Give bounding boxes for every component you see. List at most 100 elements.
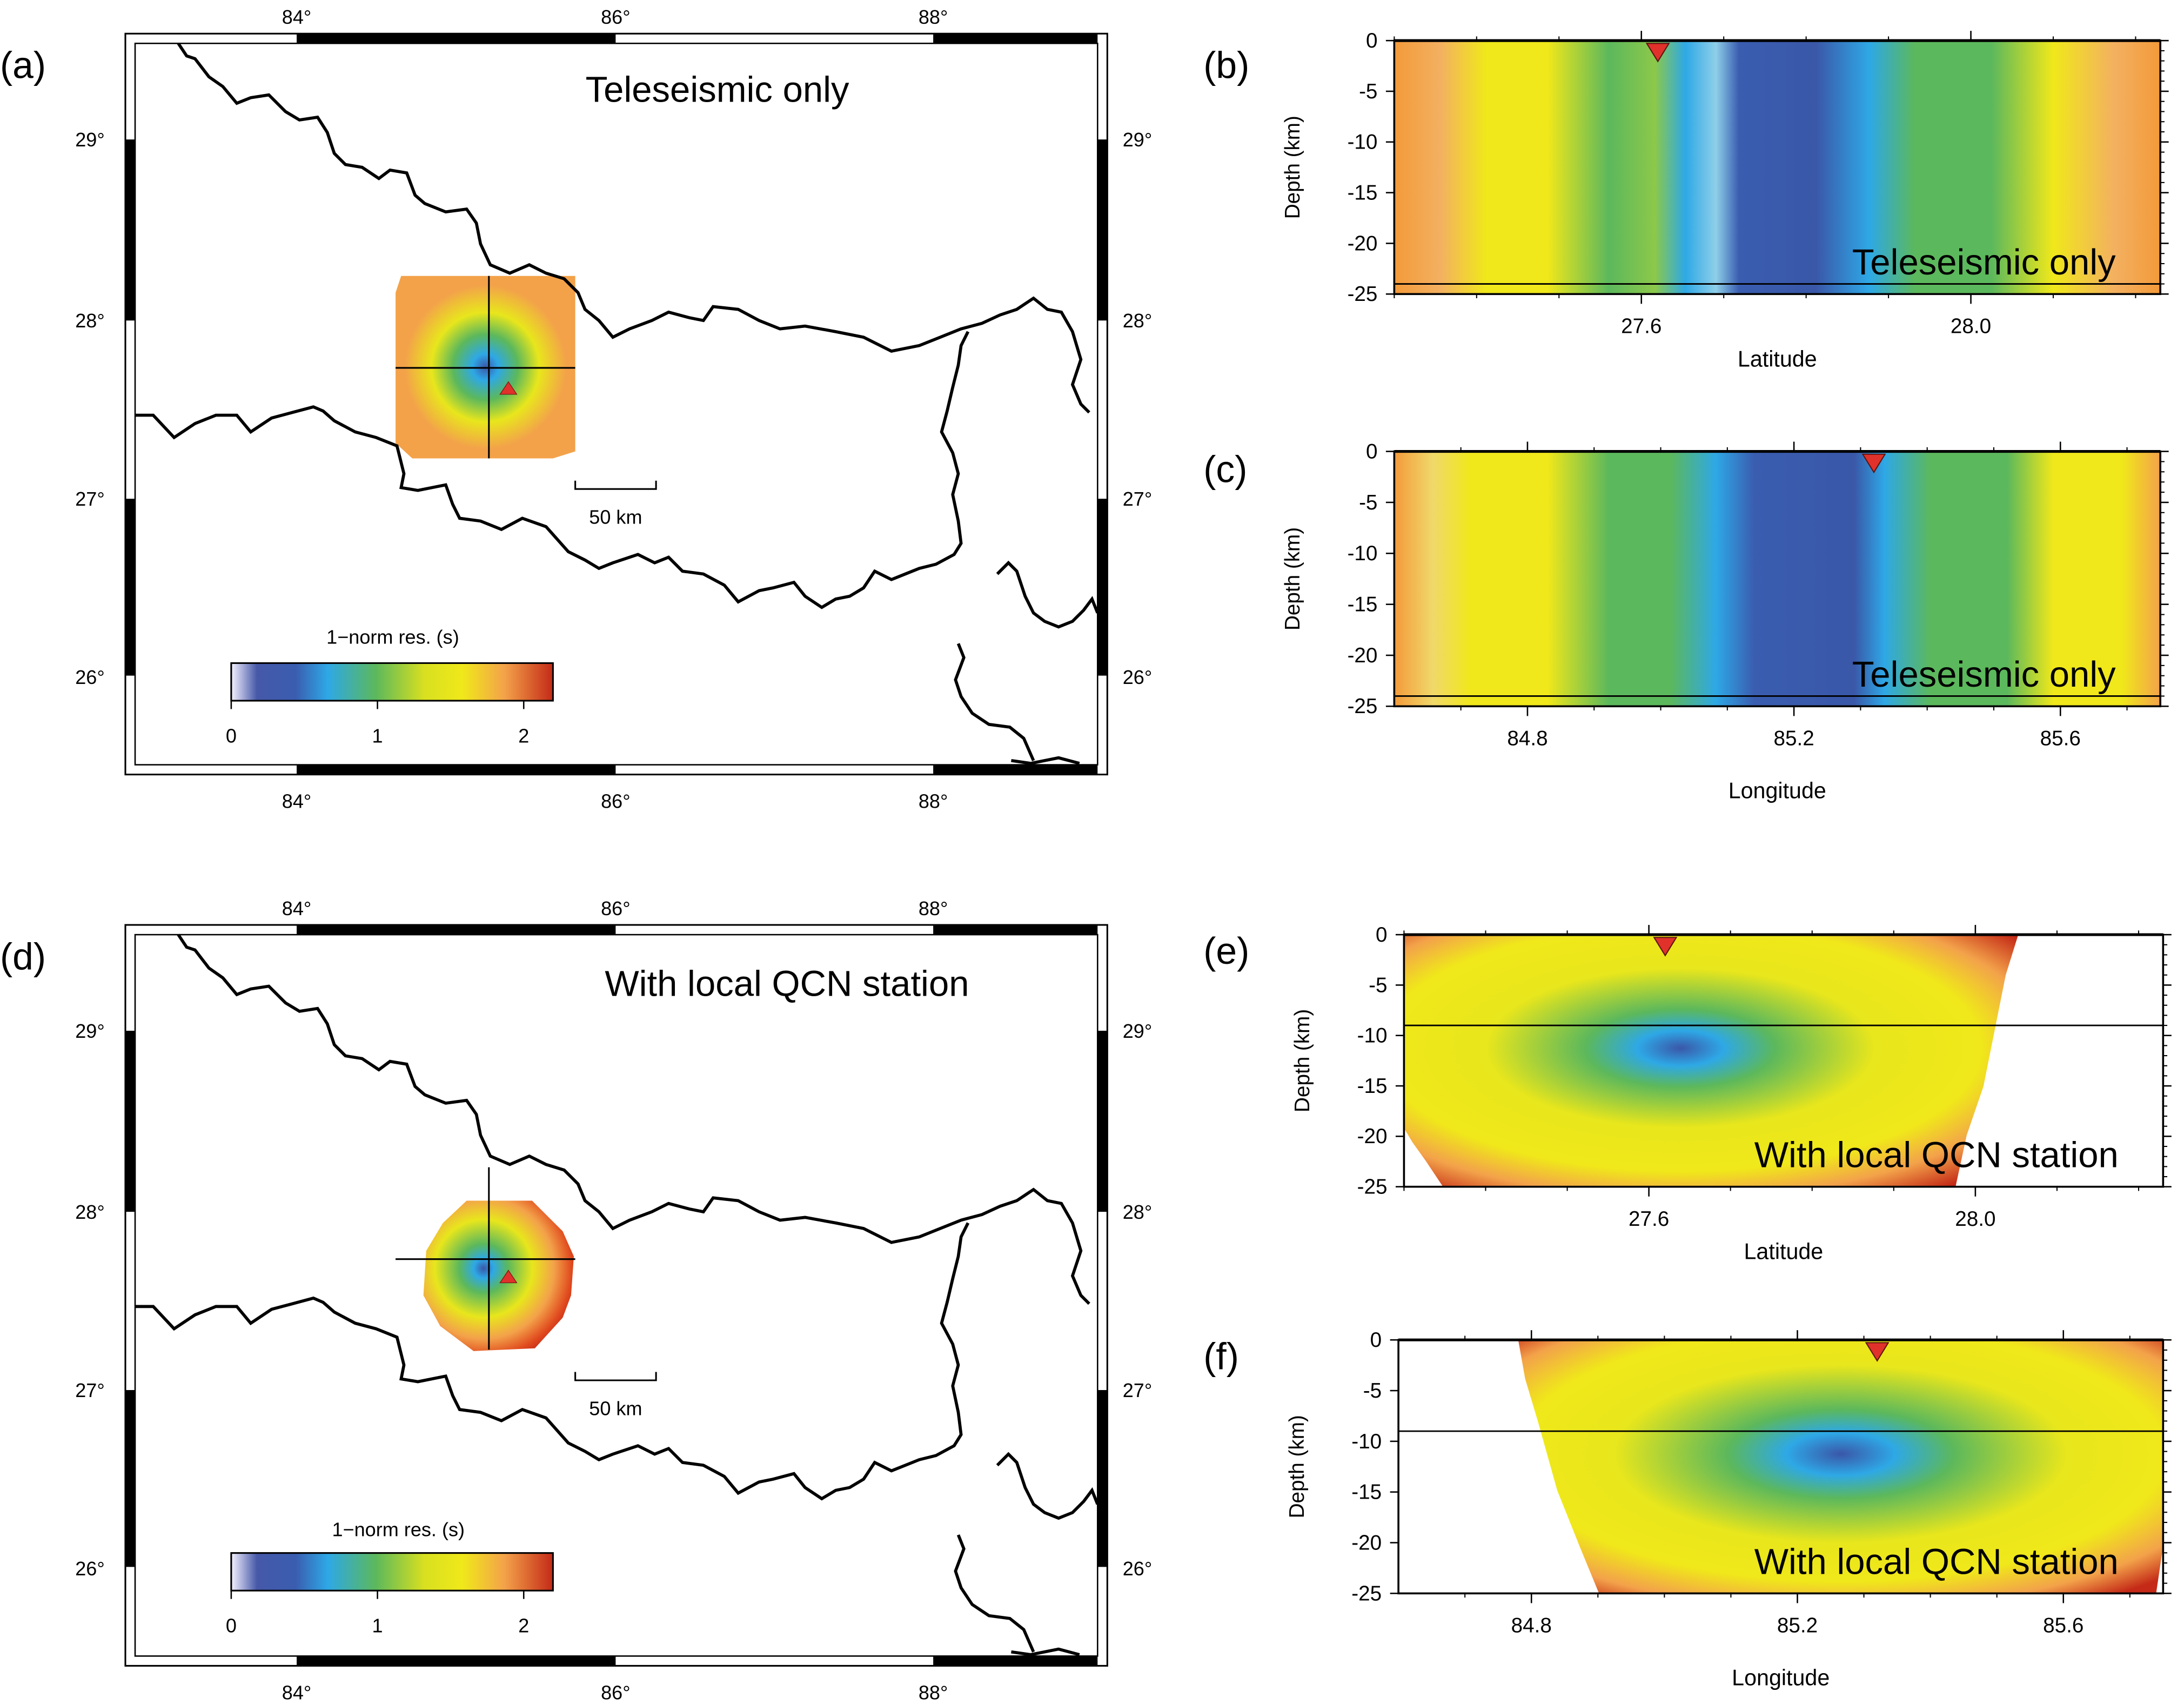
- resolution-patch: [423, 1200, 574, 1351]
- y-tick-label: -25: [1351, 1582, 1382, 1605]
- station-triangle-icon: [1645, 43, 1670, 63]
- station-triangle-icon: [499, 1270, 518, 1284]
- map-title: Teleseismic only: [586, 70, 849, 110]
- x-tick-label: 85.2: [1773, 727, 1814, 750]
- section-panel-b: (b) 0 -5 -10 -15 -20 -25 27.6 28.0 Latitude Depth…: [1203, 29, 2169, 371]
- colorbar: [230, 662, 554, 702]
- y-tick-label: -10: [1351, 1430, 1382, 1453]
- x-axis-label: Latitude: [1738, 346, 1817, 371]
- x-tick-label: 84.8: [1511, 1614, 1552, 1637]
- section-panel-c: (c) 0 -5 -10 -15 -20 -25 84.8 85.2 85.6 Longitude…: [1203, 440, 2169, 803]
- scale-bar: [574, 480, 657, 490]
- x-axis-label: Longitude: [1729, 778, 1826, 803]
- frame-bar: [297, 33, 616, 44]
- panel-label-b: (b): [1203, 44, 1249, 86]
- frame-bar: [125, 1390, 136, 1567]
- colorbar-tick-label: 1: [372, 1615, 383, 1637]
- lat-tick-label: 27°: [1123, 488, 1153, 510]
- lon-tick-label: 88°: [919, 6, 948, 28]
- frame-bar: [125, 1030, 136, 1212]
- x-axis-label: Latitude: [1744, 1239, 1824, 1264]
- residual-field: [1518, 1340, 2163, 1594]
- frame-bar: [297, 925, 616, 935]
- lon-tick-label: 84°: [282, 6, 312, 28]
- y-tick-label: 0: [1376, 923, 1388, 947]
- frame-bar: [297, 764, 616, 775]
- lon-tick-label: 86°: [601, 1681, 631, 1703]
- frame-bar: [1097, 499, 1108, 676]
- lat-tick-label: 27°: [75, 1379, 105, 1401]
- x-tick-label: 85.6: [2043, 1614, 2083, 1637]
- frame-bar: [933, 33, 1098, 44]
- colorbar-ticks: [230, 701, 525, 709]
- frame-bar: [933, 1656, 1098, 1666]
- lon-tick-label: 86°: [601, 790, 631, 813]
- frame-bar: [1097, 1030, 1108, 1212]
- map-panel-d: (d) 84° 86° 88° 84° 86° 88° 29° 28° 27° …: [0, 897, 1152, 1703]
- x-tick-label: 85.6: [2040, 727, 2081, 750]
- colorbar-title: 1−norm res. (s): [332, 1519, 465, 1541]
- frame-bar: [297, 1656, 616, 1666]
- map-frame-inner: [134, 43, 1098, 766]
- y-tick-label: 0: [1370, 1328, 1382, 1352]
- colorbar-title: 1−norm res. (s): [326, 626, 459, 648]
- station-triangle-icon: [1653, 937, 1678, 957]
- residual-field: [1394, 41, 2161, 294]
- lon-tick-label: 84°: [282, 897, 312, 919]
- scale-bar-label: 50 km: [589, 1397, 642, 1419]
- lat-tick-label: 29°: [75, 1020, 105, 1042]
- y-tick-label: -15: [1357, 1075, 1388, 1098]
- section-panel-f: (f) 0 -5 -10 -15 -20 -25 84.8 85.2 85.6 Longitude…: [1203, 1328, 2172, 1690]
- frame-bar: [933, 764, 1098, 775]
- y-tick-label: -5: [1359, 491, 1377, 514]
- frame-bar: [1097, 1390, 1108, 1567]
- border-line: [135, 331, 970, 609]
- colorbar-ticks: [230, 1590, 525, 1599]
- y-tick-label: 0: [1366, 29, 1378, 52]
- y-tick-label: -15: [1351, 1481, 1382, 1504]
- lon-tick-label: 86°: [601, 897, 631, 919]
- lat-tick-label: 29°: [1123, 129, 1153, 151]
- station-triangle-icon: [1861, 453, 1886, 474]
- border-line: [954, 643, 1035, 762]
- map-frame-inner: [134, 934, 1098, 1657]
- lon-tick-label: 88°: [919, 1681, 948, 1703]
- lat-tick-label: 28°: [1123, 310, 1153, 332]
- lat-tick-label: 26°: [75, 1558, 105, 1580]
- border-line: [135, 1222, 970, 1501]
- y-axis-label: Depth (km): [1291, 1009, 1314, 1112]
- station-triangle-icon: [1865, 1342, 1890, 1362]
- y-tick-label: -20: [1357, 1125, 1388, 1148]
- panel-label-c: (c): [1203, 448, 1247, 490]
- border-line: [954, 1534, 1035, 1653]
- residual-field: [1404, 935, 2019, 1187]
- y-tick-label: -20: [1348, 644, 1378, 667]
- y-tick-label: -5: [1359, 80, 1377, 103]
- y-tick-label: -25: [1348, 283, 1378, 306]
- lon-tick-label: 88°: [919, 897, 948, 919]
- lon-tick-label: 84°: [282, 1681, 312, 1703]
- y-tick-label: -25: [1357, 1176, 1388, 1199]
- lat-tick-label: 26°: [75, 666, 105, 688]
- panel-annotation: Teleseismic only: [1852, 242, 2116, 283]
- lat-tick-label: 29°: [1123, 1020, 1153, 1042]
- border-line: [996, 1452, 1099, 1520]
- y-tick-label: -5: [1369, 974, 1387, 997]
- lat-tick-label: 26°: [1123, 1558, 1153, 1580]
- y-tick-label: -15: [1348, 182, 1378, 205]
- x-tick-label: 85.2: [1777, 1614, 1818, 1637]
- border-line: [177, 934, 1090, 1305]
- colorbar-tick-label: 0: [226, 1615, 237, 1637]
- border-line: [996, 560, 1099, 629]
- lat-tick-label: 29°: [75, 129, 105, 151]
- y-tick-label: -20: [1348, 232, 1378, 255]
- lat-tick-label: 28°: [75, 1201, 105, 1223]
- colorbar-tick-label: 2: [518, 724, 529, 747]
- scale-bar: [574, 1372, 657, 1381]
- colorbar: [230, 1552, 554, 1592]
- frame-bar: [933, 925, 1098, 935]
- frame-bar: [1097, 139, 1108, 321]
- panel-label-f: (f): [1203, 1335, 1239, 1377]
- lon-tick-label: 86°: [601, 6, 631, 28]
